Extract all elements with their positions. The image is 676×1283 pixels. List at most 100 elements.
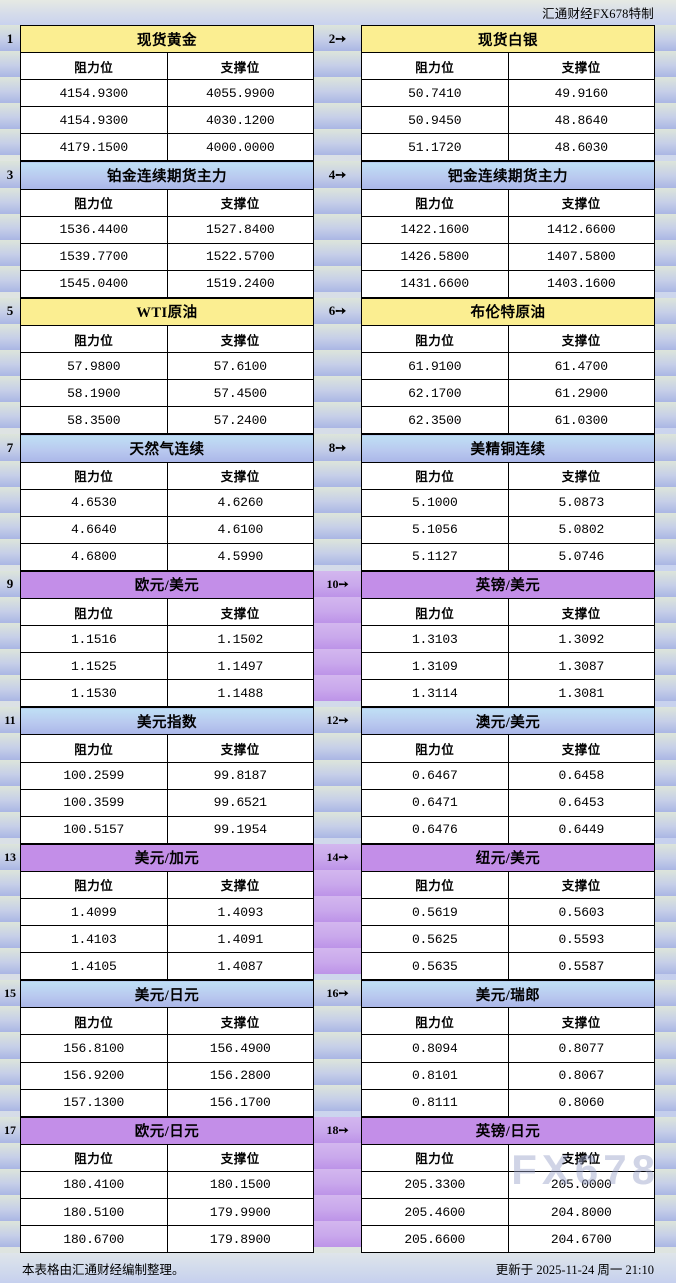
gutter-fill-cell xyxy=(0,785,20,812)
value-row: 5.1000 5.0873 xyxy=(361,488,655,517)
instrument-block-11: 美元指数 阻力位 支撑位 100.2599 99.8187 100.3599 99.6521… xyxy=(20,707,314,844)
gutter-fill-cell xyxy=(314,1058,361,1085)
instrument-title[interactable]: 现货黄金 xyxy=(20,24,314,54)
resistance-value-1: 0.8094 xyxy=(361,1034,509,1063)
gutter-spacer xyxy=(655,570,676,707)
gutter-fill-cell xyxy=(0,1142,20,1169)
resistance-value-3: 51.1720 xyxy=(361,133,509,162)
value-row: 58.1900 57.4500 xyxy=(20,379,314,408)
resistance-value-1: 180.4100 xyxy=(20,1170,168,1200)
gutter-fill-cell xyxy=(314,51,361,78)
support-header: 支撑位 xyxy=(166,52,314,81)
instrument-table: 钯金连续期货主力 阻力位 支撑位 1422.1600 1412.6600 1426.580… xyxy=(361,161,655,298)
support-value-2: 179.9900 xyxy=(166,1198,314,1227)
instrument-title[interactable]: 钯金连续期货主力 xyxy=(361,161,655,190)
resistance-header: 阻力位 xyxy=(20,188,168,217)
brand-label: 汇通财经FX678特制 xyxy=(542,7,654,21)
support-value-2: 1.1497 xyxy=(166,652,314,681)
value-row: 180.6700 179.8900 xyxy=(20,1225,314,1254)
instrument-title[interactable]: 英镑/美元 xyxy=(361,570,655,599)
gutter-fill-cell xyxy=(314,675,361,702)
value-row: 1.3109 1.3087 xyxy=(361,652,655,681)
value-row: 0.8111 0.8060 xyxy=(361,1088,655,1117)
instrument-title[interactable]: 澳元/美元 xyxy=(361,707,655,736)
gutter-index-cell xyxy=(655,434,676,461)
gutter-fill-cell xyxy=(0,1032,20,1059)
instrument-title[interactable]: 美元指数 xyxy=(20,707,314,736)
gutter-fill-cell xyxy=(314,948,361,975)
column-header-row: 阻力位 支撑位 xyxy=(20,734,314,763)
gutter-fill-cell xyxy=(655,51,676,78)
instrument-title[interactable]: 英镑/日元 xyxy=(361,1116,655,1145)
column-header-row: 阻力位 支撑位 xyxy=(361,1143,655,1172)
block-row: 5 WTI原油 阻力位 支撑位 57.9800 57.6100 58.1900 57.4500… xyxy=(0,297,676,435)
gutter-fill-cell xyxy=(655,213,676,240)
instrument-title[interactable]: 现货白银 xyxy=(361,24,655,54)
gutter-spacer xyxy=(655,843,676,980)
instrument-title[interactable]: 美元/加元 xyxy=(20,843,314,872)
support-header: 支撑位 xyxy=(166,1007,314,1036)
gutter-spacer xyxy=(655,25,676,161)
instrument-table: 纽元/美元 阻力位 支撑位 0.5619 0.5603 0.5625 0.5593 0.563… xyxy=(361,843,655,981)
support-value-1: 5.0873 xyxy=(507,488,655,517)
instrument-title-row: 美元/日元 xyxy=(20,980,314,1009)
instrument-block-6: 布伦特原油 阻力位 支撑位 61.9100 61.4700 62.1700 61.2900 6… xyxy=(361,297,655,435)
instrument-title[interactable]: 纽元/美元 xyxy=(361,843,655,872)
instrument-title[interactable]: 欧元/美元 xyxy=(20,570,314,599)
resistance-value-1: 61.9100 xyxy=(361,352,509,381)
gutter-index-cell: 6➙ xyxy=(314,297,361,325)
gutter-fill-cell xyxy=(0,460,20,487)
instrument-title[interactable]: 欧元/日元 xyxy=(20,1116,314,1145)
support-value-2: 57.4500 xyxy=(166,379,314,408)
resistance-value-2: 100.3599 xyxy=(20,788,168,817)
gutter-fill-cell xyxy=(314,922,361,949)
value-row: 58.3500 57.2400 xyxy=(20,406,314,435)
instrument-title[interactable]: WTI原油 xyxy=(20,297,314,327)
resistance-header: 阻力位 xyxy=(361,1143,509,1172)
resistance-value-3: 62.3500 xyxy=(361,406,509,435)
instrument-title[interactable]: 铂金连续期货主力 xyxy=(20,161,314,190)
gutter-fill-cell xyxy=(655,350,676,377)
gutter-index-cell: 3 xyxy=(0,161,20,188)
resistance-value-3: 58.3500 xyxy=(20,406,168,435)
instrument-table: 美元/瑞郎 阻力位 支撑位 0.8094 0.8077 0.8101 0.8067 0.811… xyxy=(361,980,655,1117)
row-index-label: 13 xyxy=(4,849,16,864)
row-index-label: 16➙ xyxy=(326,986,349,1001)
resistance-value-3: 1.3114 xyxy=(361,679,509,708)
support-value-3: 0.8060 xyxy=(507,1088,655,1117)
gutter-index-cell xyxy=(655,980,676,1007)
row-index-label: 4➙ xyxy=(328,167,347,183)
support-value-3: 5.0746 xyxy=(507,542,655,571)
gutter-fill-cell xyxy=(0,402,20,429)
gutter-index-cell: 4➙ xyxy=(314,161,361,188)
instrument-title[interactable]: 美精铜连续 xyxy=(361,434,655,463)
gutter-fill-cell xyxy=(0,213,20,240)
instrument-title[interactable]: 布伦特原油 xyxy=(361,297,655,327)
gutter-fill-cell xyxy=(0,922,20,949)
gutter-fill-cell xyxy=(655,1032,676,1059)
gutter-index-4: 4➙ xyxy=(314,161,361,297)
support-value-1: 4.6260 xyxy=(166,488,314,517)
resistance-value-3: 1.1530 xyxy=(20,679,168,708)
instrument-title[interactable]: 美元/瑞郎 xyxy=(361,980,655,1009)
resistance-header: 阻力位 xyxy=(361,52,509,81)
resistance-header: 阻力位 xyxy=(361,325,509,354)
support-value-2: 4030.1200 xyxy=(166,106,314,135)
value-row: 100.5157 99.1954 xyxy=(20,815,314,844)
gutter-index-6: 6➙ xyxy=(314,297,361,434)
support-header: 支撑位 xyxy=(507,1143,655,1172)
support-value-2: 1407.5800 xyxy=(507,242,655,271)
block-row: 7 天然气连续 阻力位 支撑位 4.6530 4.6260 4.6640 4.6100 4.68… xyxy=(0,434,676,571)
row-index-label: 8➙ xyxy=(328,439,347,455)
gutter-fill-cell xyxy=(0,948,20,975)
instrument-title[interactable]: 天然气连续 xyxy=(20,434,314,463)
column-header-row: 阻力位 支撑位 xyxy=(361,188,655,217)
gutter-fill-cell xyxy=(655,486,676,513)
gutter-fill-cell xyxy=(0,1006,20,1033)
column-header-row: 阻力位 支撑位 xyxy=(361,734,655,763)
gutter-fill-cell xyxy=(655,811,676,838)
gutter-fill-cell xyxy=(0,1058,20,1085)
gutter-fill-cell xyxy=(314,623,361,650)
instrument-block-2: 现货白银 阻力位 支撑位 50.7410 49.9160 50.9450 48.8640 51… xyxy=(361,24,655,162)
instrument-title[interactable]: 美元/日元 xyxy=(20,980,314,1009)
